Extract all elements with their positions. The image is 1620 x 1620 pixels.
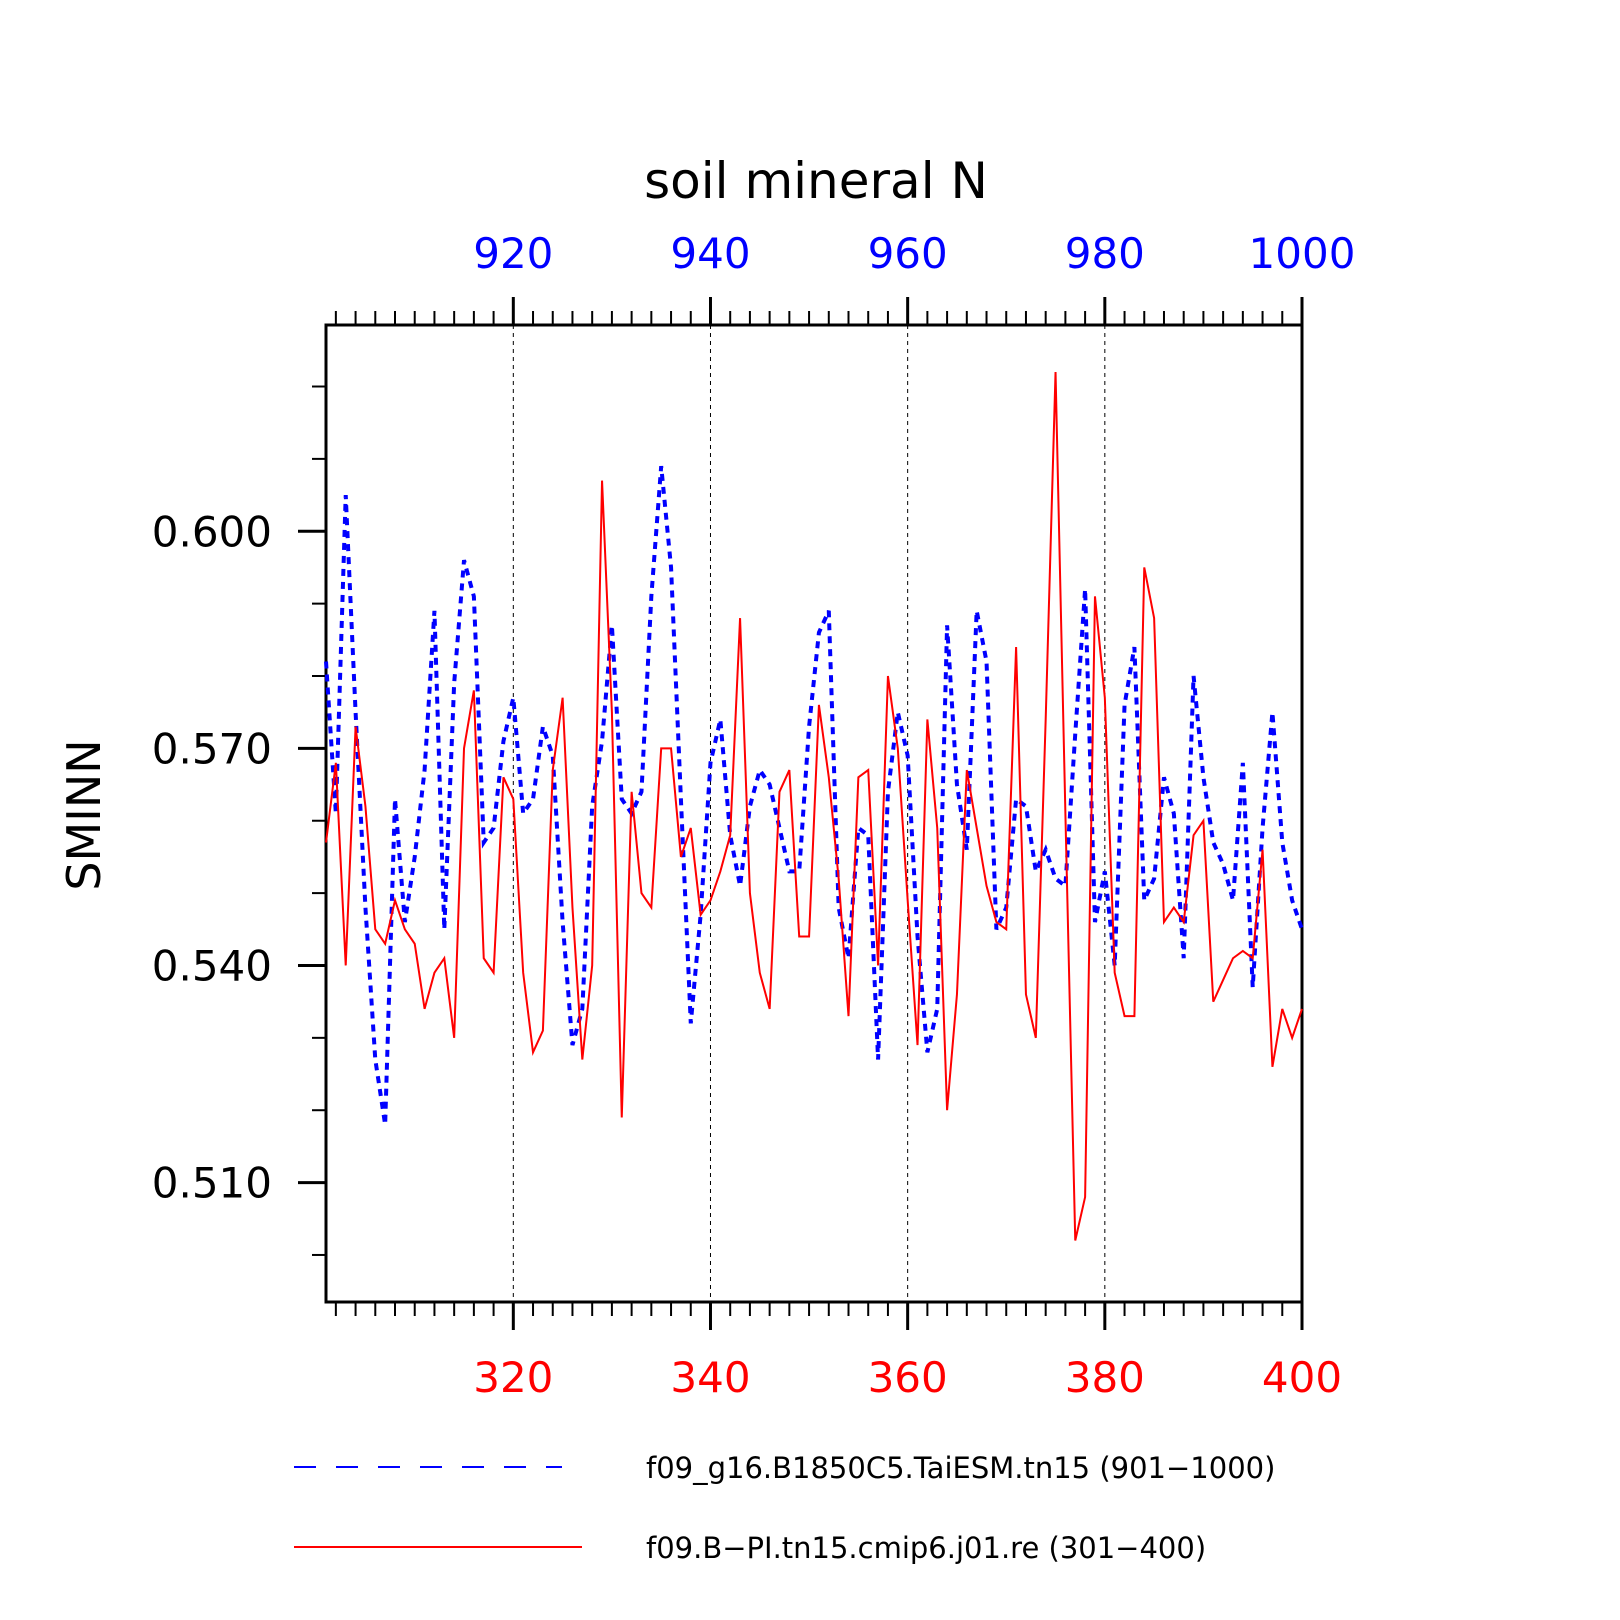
plot-frame xyxy=(324,323,1304,1304)
y-axis-label: SMINN xyxy=(57,739,111,890)
bottom-tick-label: 380 xyxy=(1065,1353,1145,1402)
y-tick-label: 0.570 xyxy=(152,724,272,773)
axis-ticks xyxy=(298,297,1304,1330)
top-tick-label: 1000 xyxy=(1249,229,1356,278)
top-tick-label: 960 xyxy=(868,229,948,278)
top-tick-label: 940 xyxy=(670,229,750,278)
y-tick-label: 0.510 xyxy=(152,1159,272,1208)
series-layer xyxy=(324,372,1304,1241)
legend-label-blue: f09_g16.B1850C5.TaiESM.tn15 (901−1000) xyxy=(646,1451,1275,1485)
top-tick-label: 920 xyxy=(473,229,553,278)
top-tick-label: 980 xyxy=(1065,229,1145,278)
bottom-tick-label: 400 xyxy=(1262,1353,1342,1402)
chart-title: soil mineral N xyxy=(644,152,988,210)
tick-labels: 920 940 960 980 1000 320 340 360 380 400 0.510 0.54… xyxy=(152,229,1356,1402)
bottom-tick-label: 320 xyxy=(473,1353,553,1402)
y-tick-label: 0.540 xyxy=(152,941,272,990)
grid-lines xyxy=(512,325,1106,1302)
bottom-tick-label: 340 xyxy=(670,1353,750,1402)
legend-label-red: f09.B−PI.tn15.cmip6.j01.re (301−400) xyxy=(646,1531,1206,1565)
bottom-tick-label: 360 xyxy=(868,1353,948,1402)
series-line-taiesm xyxy=(324,465,1304,1125)
legend: f09_g16.B1850C5.TaiESM.tn15 (901−1000) f… xyxy=(294,1451,1275,1565)
plot-area xyxy=(324,323,1304,1304)
y-tick-label: 0.600 xyxy=(152,507,272,556)
series-line-cmip6 xyxy=(325,372,1303,1241)
